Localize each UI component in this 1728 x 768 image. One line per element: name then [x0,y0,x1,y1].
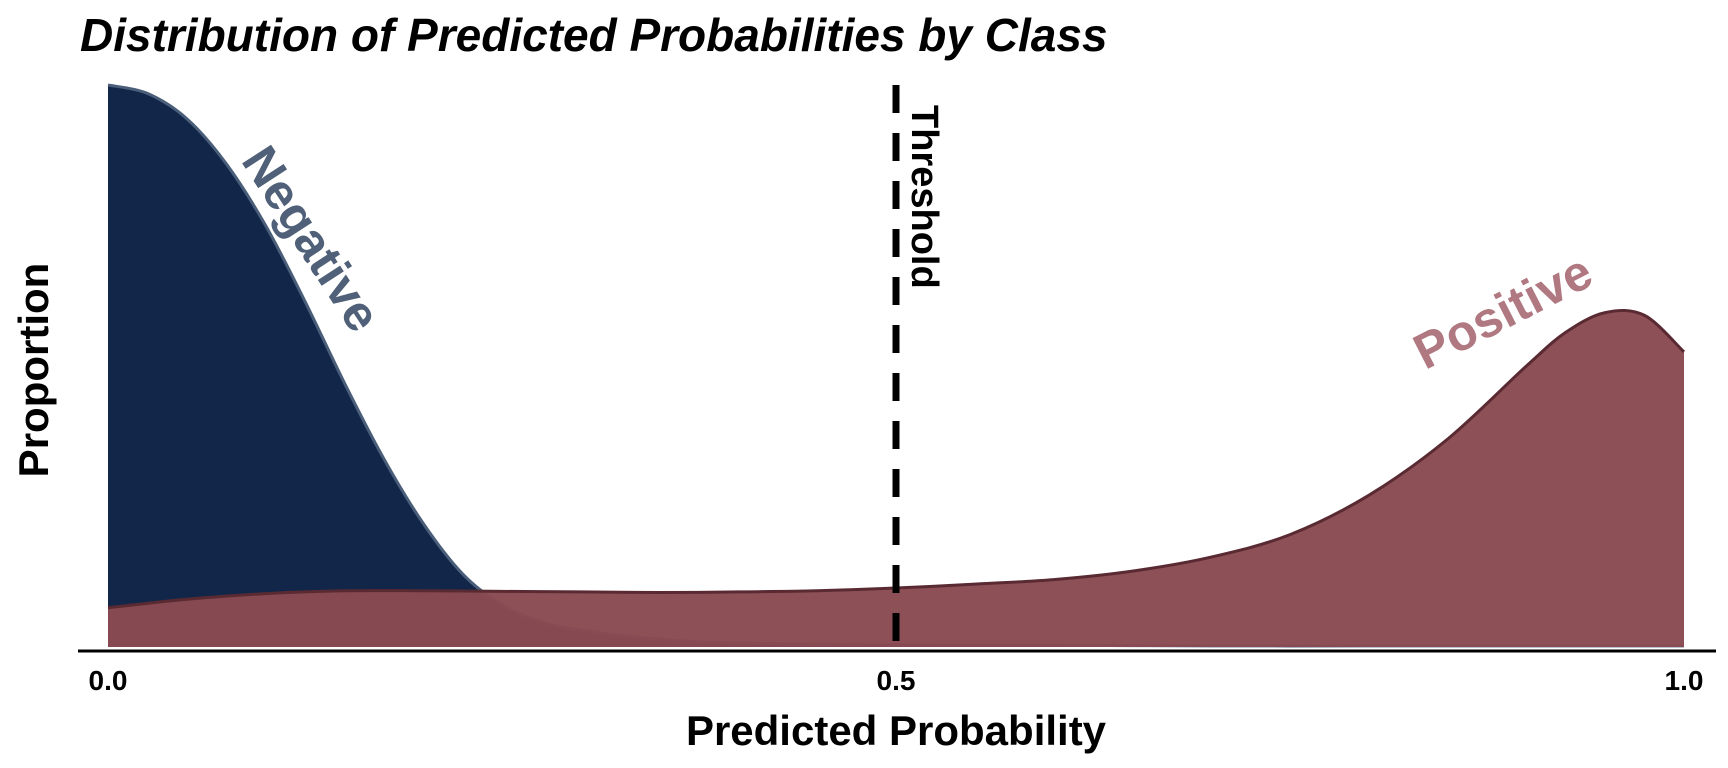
area-positive [108,310,1684,647]
y-axis-label: Proportion [10,263,57,478]
x-axis-label: Predicted Probability [686,707,1107,754]
curve-positive [107,309,1686,610]
x-tick-label: 0.0 [89,665,128,696]
x-tick-label: 1.0 [1665,665,1704,696]
area-layer [107,83,1686,648]
x-tick-layer: 0.0 0.5 1.0 [89,665,1704,696]
threshold-layer: Threshold [892,85,945,647]
chart-title: Distribution of Predicted Probabilities … [80,9,1108,61]
area-negative [108,85,1684,647]
x-tick-label: 0.5 [877,665,916,696]
threshold-label: Threshold [903,105,945,289]
